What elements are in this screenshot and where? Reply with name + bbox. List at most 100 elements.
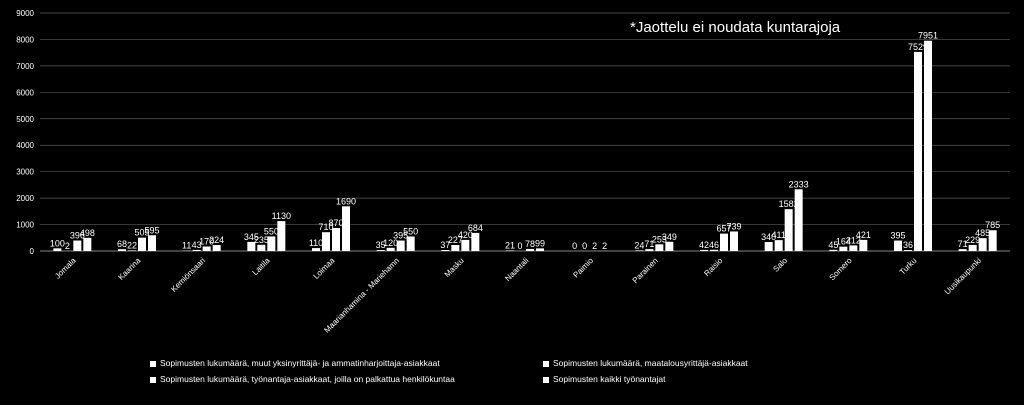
category-label: Laitila: [251, 256, 273, 278]
legend-label: Sopimusten kaikki työnantajat: [553, 374, 666, 384]
bar: [471, 232, 480, 251]
bar: [829, 249, 838, 251]
bar: [978, 238, 987, 251]
data-label: 227: [448, 235, 463, 245]
category-label: Kemiönsaari: [169, 256, 207, 294]
bar: [212, 245, 221, 251]
bar: [720, 233, 728, 251]
bar: [730, 231, 738, 251]
category-label: Naantali: [503, 256, 530, 283]
data-label: 11: [182, 241, 191, 251]
data-label: 0: [572, 241, 577, 251]
data-label: 170: [199, 237, 214, 247]
bar: [386, 247, 395, 251]
bar: [904, 250, 912, 251]
bar: [710, 249, 718, 251]
data-label: 1130: [272, 211, 291, 221]
legend-swatch: [543, 360, 549, 367]
bar: [53, 248, 62, 251]
bar: [506, 250, 514, 251]
bar: [73, 240, 82, 251]
category-label: Loimaa: [311, 256, 336, 281]
data-label: 395: [890, 231, 905, 241]
bar: [859, 239, 868, 251]
data-label: 37: [440, 240, 450, 250]
category-label: Salo: [771, 256, 789, 274]
category-label: Somero: [828, 256, 855, 283]
data-label: 420: [458, 230, 473, 240]
bar: [461, 239, 470, 251]
data-label: 22: [127, 240, 137, 250]
y-tick-label: 8000: [16, 35, 34, 44]
bar: [968, 244, 977, 251]
bar: [267, 236, 276, 251]
data-label: 78: [525, 239, 535, 249]
data-label: 21: [505, 240, 515, 250]
data-label: 485: [975, 228, 990, 238]
data-label: 345: [244, 232, 259, 242]
bar: [924, 40, 932, 252]
data-label: 595: [144, 225, 159, 235]
bar: [128, 250, 136, 251]
data-label: 2: [592, 241, 597, 251]
chart-annotation: *Jaottelu ei noudata kuntarajoja: [630, 19, 841, 36]
data-label: 340: [761, 232, 776, 242]
data-label: 785: [985, 220, 1000, 230]
data-label: 71: [644, 239, 654, 249]
data-label: 2333: [789, 179, 809, 189]
y-tick-label: 1000: [16, 221, 34, 230]
data-label: 0: [517, 241, 522, 251]
y-tick-label: 7000: [16, 62, 34, 71]
data-label: 224: [209, 235, 224, 245]
bar: [849, 245, 858, 251]
data-label: 2: [65, 241, 70, 251]
y-tick-label: 9000: [16, 9, 34, 18]
category-label: Raisio: [702, 256, 724, 278]
bar: [118, 249, 126, 251]
y-tick-label: 6000: [16, 88, 34, 97]
category-label: Masku: [443, 256, 466, 279]
bar: [396, 240, 405, 251]
data-label: 99: [535, 238, 545, 248]
category-label: Jomala: [53, 256, 78, 281]
bar: [635, 250, 644, 251]
legend-item: Sopimusten kaikki työnantajat: [543, 374, 665, 384]
data-label: 396: [70, 231, 85, 241]
bar: [914, 51, 922, 251]
bar: [794, 189, 803, 251]
bar: [376, 250, 385, 251]
bar: [148, 235, 156, 251]
bar: [312, 248, 320, 251]
data-label: 45: [828, 240, 838, 250]
data-label: 505: [134, 228, 149, 238]
bar: [83, 237, 92, 251]
data-label: 684: [468, 223, 483, 233]
bar: [958, 249, 967, 251]
data-label: 349: [662, 232, 677, 242]
data-label: 1582: [779, 199, 799, 209]
data-label: 36: [903, 240, 913, 250]
bar: [988, 230, 997, 251]
data-label: 253: [652, 234, 667, 244]
legend-item: Sopimusten lukumäärä, maatalousyrittäjä-…: [543, 358, 748, 368]
bar: [665, 241, 674, 251]
category-label: Parainen: [631, 256, 660, 285]
data-label: 7529: [908, 42, 928, 52]
y-tick-label: 4000: [16, 141, 34, 150]
legend-item: Sopimusten lukumäärä, muut yksinyrittäjä…: [150, 358, 440, 368]
legend-label: Sopimusten lukumäärä, maatalousyrittäjä-…: [553, 358, 748, 368]
data-label: 164: [836, 237, 851, 247]
legend-swatch: [150, 360, 156, 367]
bar: [202, 246, 211, 251]
data-label: 229: [965, 235, 980, 245]
bar: [526, 248, 534, 251]
data-label: 68: [117, 239, 127, 249]
data-label: 7951: [918, 31, 938, 41]
data-label: 42: [699, 240, 709, 250]
y-tick-label: 2000: [16, 194, 34, 203]
bar: [784, 209, 793, 251]
data-label: 550: [264, 226, 279, 236]
data-label: 870: [328, 218, 343, 228]
category-label: Kaarina: [117, 256, 143, 282]
